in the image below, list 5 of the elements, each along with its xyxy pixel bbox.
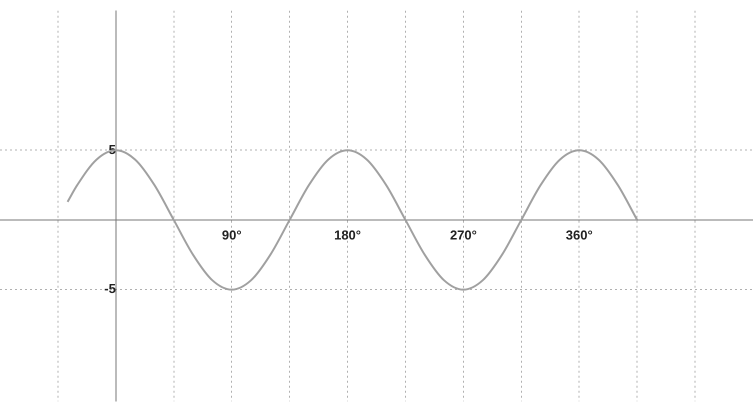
y-tick-label: -5 [104,281,116,296]
x-tick-label: 180° [334,227,361,242]
x-tick-label: 360° [566,227,593,242]
x-tick-label: 270° [450,227,477,242]
x-tick-label: 90° [222,227,242,242]
